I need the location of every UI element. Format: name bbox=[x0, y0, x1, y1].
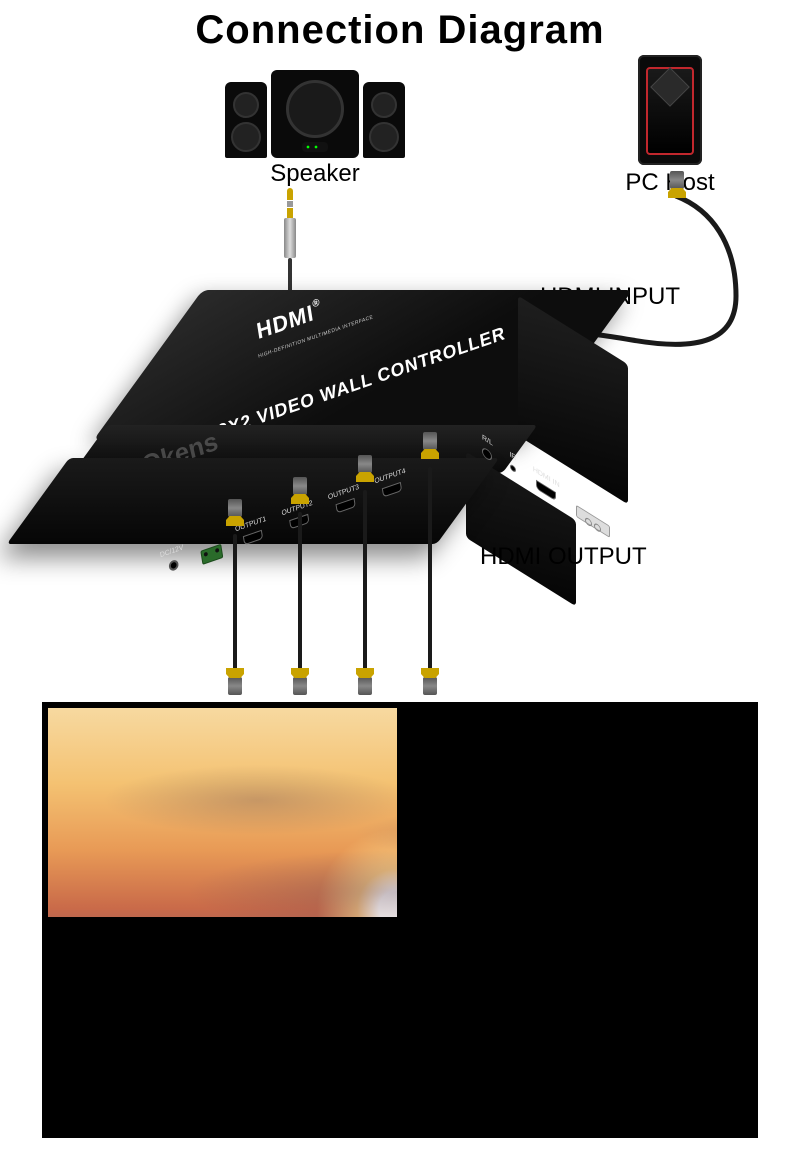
hdmi-connector-out1-bot bbox=[224, 668, 246, 688]
speaker-label: Speaker bbox=[215, 160, 415, 188]
hdmi-connector-out3-bot bbox=[354, 668, 376, 688]
port-dvi: DVI bbox=[576, 485, 610, 538]
hdmi-cable-out2 bbox=[298, 512, 302, 670]
port-dc: DC/12V bbox=[158, 536, 186, 574]
speaker-satellite-left bbox=[225, 82, 267, 158]
hdmi-connector-out2-bot bbox=[289, 668, 311, 688]
hdmi-output-label: HDMI OUTPUT bbox=[480, 543, 647, 571]
speaker-satellite-right bbox=[363, 82, 405, 158]
hdmi-cable-out4 bbox=[428, 467, 432, 670]
display-top-right bbox=[403, 708, 752, 917]
port-terminal bbox=[197, 524, 223, 565]
page-title: Connection Diagram bbox=[0, 8, 800, 53]
hdmi-connector-out4-top bbox=[419, 439, 441, 459]
hdmi-cable-out3 bbox=[363, 490, 367, 670]
speaker-device: Speaker bbox=[215, 68, 415, 188]
display-bottom-right bbox=[403, 923, 752, 1132]
hdmi-connector-out3-top bbox=[354, 462, 376, 482]
pc-tower-icon bbox=[638, 55, 702, 165]
hdmi-connector-out4-bot bbox=[419, 668, 441, 688]
port-rl: R/L bbox=[482, 426, 493, 463]
speaker-subwoofer bbox=[271, 70, 359, 158]
hdmi-connector-out2-top bbox=[289, 484, 311, 504]
hdmi-connector-out1-top bbox=[224, 506, 246, 526]
display-top-left bbox=[48, 708, 397, 917]
port-ir: IR bbox=[509, 443, 516, 473]
display-bottom-left bbox=[48, 923, 397, 1132]
hdmi-connector-pc bbox=[666, 178, 688, 198]
audio-jack-top bbox=[283, 188, 297, 260]
video-wall bbox=[42, 702, 758, 1138]
hdmi-cable-out1 bbox=[233, 534, 237, 670]
